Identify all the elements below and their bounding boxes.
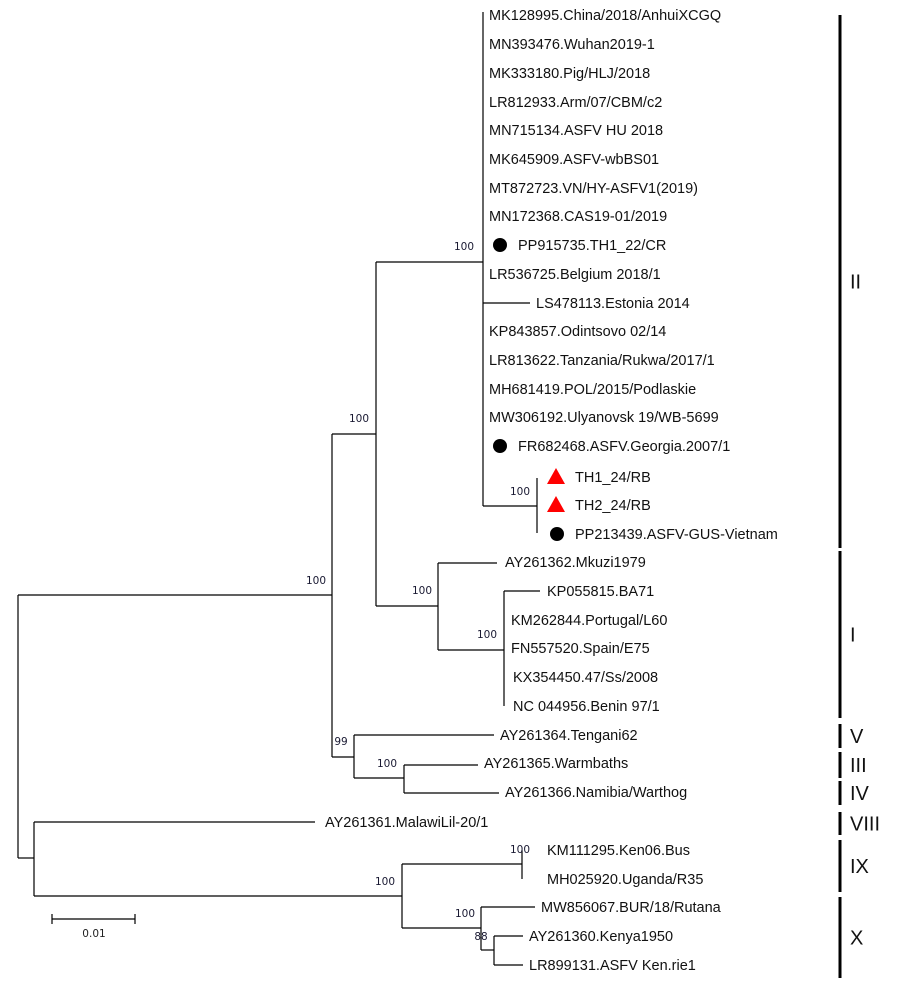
leaf-label: KM111295.Ken06.Bus [547, 843, 690, 859]
leaf-label: AY261364.Tengani62 [500, 728, 638, 744]
genotype-label: III [850, 755, 867, 777]
leaf-label: PP915735.TH1_22/CR [518, 238, 666, 254]
bootstrap-value: 100 [510, 844, 530, 856]
leaf-label: LR813622.Tanzania/Rukwa/2017/1 [489, 353, 715, 369]
leaf-label: MW856067.BUR/18/Rutana [541, 900, 722, 916]
genotype-label: X [850, 928, 863, 950]
scale-bar: 0.01 [51, 914, 136, 940]
bootstrap-value: 100 [454, 241, 474, 253]
scale-bar-line [51, 914, 136, 924]
leaf-label: PP213439.ASFV-GUS-Vietnam [575, 527, 778, 543]
triangle-marker-icon [547, 468, 565, 484]
leaf-label: KX354450.47/Ss/2008 [513, 670, 658, 686]
leaf-label: FR682468.ASFV.Georgia.2007/1 [518, 439, 730, 455]
leaf-label: MN172368.CAS19-01/2019 [489, 209, 667, 225]
genotype-label: IX [850, 856, 869, 878]
triangle-marker-icon [547, 496, 565, 512]
bootstrap-value: 100 [412, 585, 432, 597]
bootstrap-value: 100 [349, 413, 369, 425]
leaf-label: MK333180.Pig/HLJ/2018 [489, 66, 650, 82]
bootstrap-value: 99 [334, 736, 347, 748]
leaf-label: MH025920.Uganda/R35 [547, 872, 703, 888]
leaf-label: FN557520.Spain/E75 [511, 641, 650, 657]
leaf-label: NC 044956.Benin 97/1 [513, 699, 660, 715]
scale-bar-label: 0.01 [82, 928, 105, 940]
leaf-label: MK645909.ASFV-wbBS01 [489, 152, 659, 168]
leaf-label: AY261361.MalawiLil-20/1 [325, 815, 488, 831]
leaf-label: LR812933.Arm/07/CBM/c2 [489, 95, 662, 111]
circle-marker-icon [493, 439, 507, 453]
leaf-label: AY261366.Namibia/Warthog [505, 785, 687, 801]
genotype-label: II [850, 272, 861, 294]
leaf-label: MN715134.ASFV HU 2018 [489, 123, 663, 139]
genotype-label: IV [850, 783, 870, 805]
leaf-label: MT872723.VN/HY-ASFV1(2019) [489, 181, 698, 197]
leaf-label: KP055815.BA71 [547, 584, 654, 600]
bootstrap-value: 100 [306, 575, 326, 587]
leaf-label: AY261365.Warmbaths [484, 756, 628, 772]
genotype-label: I [850, 625, 856, 647]
bootstrap-value: 100 [377, 758, 397, 770]
leaf-labels: MK128995.China/2018/AnhuiXCGQ MN393476.Wu… [325, 8, 778, 974]
tree-branches [17, 12, 540, 966]
bootstrap-value: 100 [455, 908, 475, 920]
leaf-label: MN393476.Wuhan2019-1 [489, 37, 655, 53]
leaf-label: TH1_24/RB [575, 470, 651, 486]
leaf-label: MW306192.Ulyanovsk 19/WB-5699 [489, 410, 719, 426]
bootstrap-labels: 100 100 100 100 100 99 100 100 100 100 100 88 [306, 241, 530, 943]
leaf-label: AY261362.Mkuzi1979 [505, 555, 646, 571]
genotype-label: VIII [850, 814, 880, 836]
leaf-label: MK128995.China/2018/AnhuiXCGQ [489, 8, 721, 24]
markers [493, 238, 565, 541]
circle-marker-icon [550, 527, 564, 541]
leaf-label: AY261360.Kenya1950 [529, 929, 673, 945]
leaf-label: LR536725.Belgium 2018/1 [489, 267, 661, 283]
bootstrap-value: 88 [474, 931, 487, 943]
leaf-label: KP843857.Odintsovo 02/14 [489, 324, 666, 340]
bootstrap-value: 100 [375, 876, 395, 888]
bootstrap-value: 100 [510, 486, 530, 498]
leaf-label: KM262844.Portugal/L60 [511, 613, 667, 629]
leaf-label: LR899131.ASFV Ken.rie1 [529, 958, 696, 974]
genotype-label: V [850, 726, 864, 748]
circle-marker-icon [493, 238, 507, 252]
leaf-label: TH2_24/RB [575, 498, 651, 514]
leaf-label: LS478113.Estonia 2014 [536, 296, 690, 312]
bootstrap-value: 100 [477, 629, 497, 641]
leaf-label: MH681419.POL/2015/Podlaskie [489, 382, 696, 398]
